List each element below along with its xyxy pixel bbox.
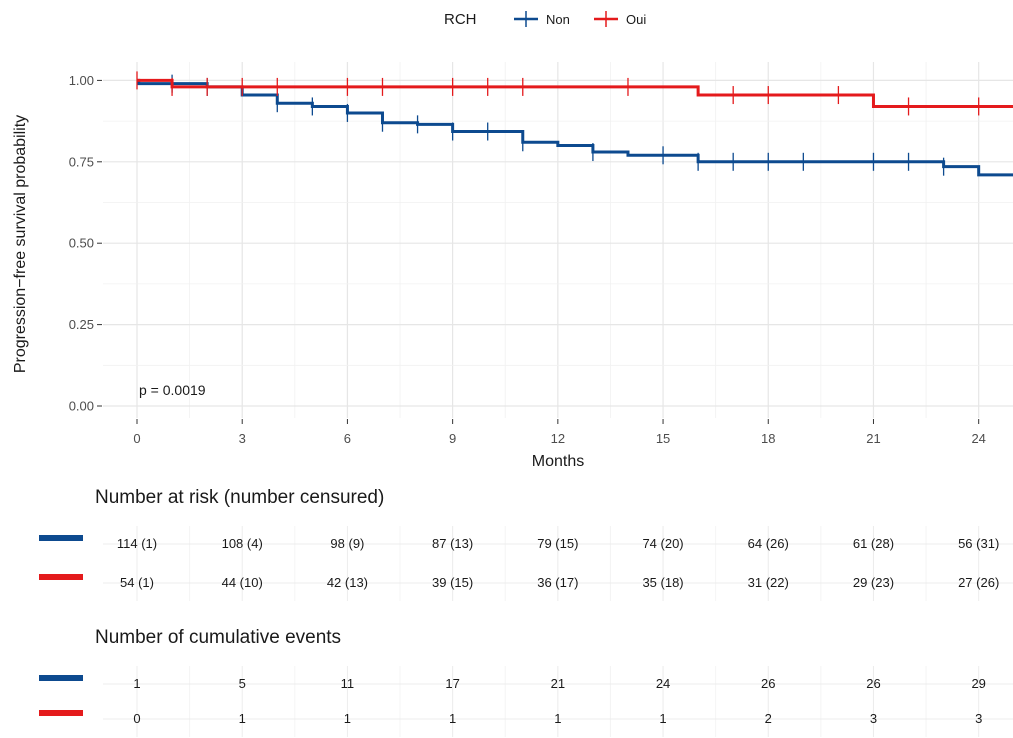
x-axis: 0 3 6 9 12 15 18 21 24 (133, 419, 986, 446)
risk-table-cell: 44 (10) (222, 575, 263, 590)
events-table-cell: 24 (656, 676, 670, 691)
legend-label-non: Non (546, 12, 570, 27)
survival-curves (136, 71, 1013, 177)
x-tick-label: 12 (551, 431, 565, 446)
x-tick-label: 9 (449, 431, 456, 446)
events-table: Number of cumulative events 1 5 11 17 21 24 26… (39, 627, 1013, 737)
risk-table-cell: 108 (4) (222, 536, 263, 551)
legend-title: RCH (444, 11, 477, 28)
events-table-cell: 1 (659, 711, 666, 726)
y-tick-label: 0.00 (69, 399, 94, 414)
risk-table-grid (103, 526, 1013, 601)
grid (103, 62, 1013, 418)
events-table-cell: 2 (765, 711, 772, 726)
risk-table-cell: 79 (15) (537, 536, 578, 551)
x-tick-label: 18 (761, 431, 775, 446)
events-table-cell: 1 (344, 711, 351, 726)
risk-table-cell: 54 (1) (120, 575, 154, 590)
events-table-cell: 1 (133, 676, 140, 691)
survival-curve-non (137, 78, 1013, 177)
risk-table-cell: 114 (1) (117, 536, 157, 551)
events-table-cell: 3 (975, 711, 982, 726)
risk-table-cell: 42 (13) (327, 575, 368, 590)
events-table-cell: 1 (449, 711, 456, 726)
events-table-title: Number of cumulative events (95, 627, 341, 648)
risk-table-cell: 87 (13) (432, 536, 473, 551)
plot-area: 0.00 0.25 0.50 0.75 1.00 0 3 6 9 12 15 18 21 24 (69, 62, 1013, 446)
events-table-cell: 11 (341, 676, 355, 691)
risk-table-cell: 31 (22) (748, 575, 789, 590)
survival-curve-oui (137, 78, 1013, 108)
risk-table: Number at risk (number censured) 114 (1)… (39, 487, 1013, 601)
legend: RCH Non Oui (444, 11, 646, 28)
risk-table-cell: 36 (17) (537, 575, 578, 590)
events-table-cell: 0 (133, 711, 140, 726)
risk-table-cell: 27 (26) (958, 575, 999, 590)
y-tick-label: 0.25 (69, 317, 94, 332)
risk-table-cell: 61 (28) (853, 536, 894, 551)
risk-table-cell: 29 (23) (853, 575, 894, 590)
legend-item-non: Non (514, 11, 570, 27)
risk-table-cell: 39 (15) (432, 575, 473, 590)
events-table-grid (103, 666, 1013, 737)
legend-item-oui: Oui (594, 11, 646, 27)
risk-table-title: Number at risk (number censured) (95, 487, 384, 508)
y-tick-label: 0.75 (69, 154, 94, 169)
y-tick-label: 1.00 (69, 73, 94, 88)
x-tick-label: 3 (239, 431, 246, 446)
events-table-cells: 1 5 11 17 21 24 26 26 290 1 1 1 1 1 2 3 3 (39, 675, 986, 726)
events-table-cell: 21 (551, 676, 565, 691)
p-value-annotation: p = 0.0019 (139, 382, 206, 398)
y-axis: 0.00 0.25 0.50 0.75 1.00 (69, 73, 102, 414)
risk-table-cell: 98 (9) (330, 536, 364, 551)
risk-table-cell: 35 (18) (642, 575, 683, 590)
legend-label-oui: Oui (626, 12, 646, 27)
events-table-cell: 1 (554, 711, 561, 726)
risk-table-cell: 56 (31) (958, 536, 999, 551)
x-axis-title: Months (532, 453, 584, 470)
x-tick-label: 0 (133, 431, 140, 446)
events-table-cell: 26 (866, 676, 880, 691)
x-tick-label: 6 (344, 431, 351, 446)
events-table-cell: 29 (971, 676, 985, 691)
risk-table-cell: 64 (26) (748, 536, 789, 551)
x-tick-label: 21 (866, 431, 880, 446)
risk-table-cell: 74 (20) (642, 536, 683, 551)
y-axis-title: Progression−free survival probability (12, 115, 29, 373)
y-tick-label: 0.50 (69, 236, 94, 251)
events-table-cell: 26 (761, 676, 775, 691)
events-table-cell: 5 (239, 676, 246, 691)
x-tick-label: 24 (971, 431, 985, 446)
events-table-cell: 17 (445, 676, 459, 691)
events-table-cell: 1 (239, 711, 246, 726)
x-tick-label: 15 (656, 431, 670, 446)
risk-table-cells: 114 (1) 108 (4) 98 (9) 87 (13) 79 (15) 74 (20… (39, 535, 999, 590)
events-table-cell: 3 (870, 711, 877, 726)
